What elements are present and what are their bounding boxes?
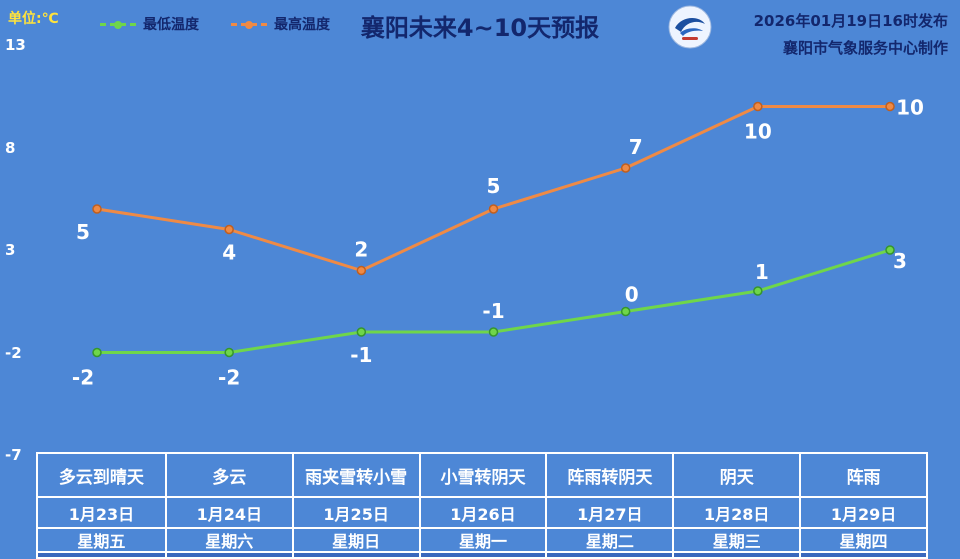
forecast-table: 多云到晴天 多云 雨夹雪转小雪 小雪转阴天 阵雨转阴天 阴天 阵雨 1月23日 1月24日 1月2… — [36, 452, 928, 559]
max-temp-label: 5 — [76, 220, 90, 244]
table-cell-date: 1月27日 — [545, 496, 673, 527]
min-temp-point — [753, 286, 763, 296]
min-temp-legend-dot-icon — [114, 20, 122, 29]
min-temp-point — [885, 245, 895, 255]
chart-legend: 最低温度 最高温度 — [100, 14, 330, 34]
table-cell-date: 1月24日 — [164, 496, 292, 527]
issue-info: 2026年01月19日16时发布 襄阳市气象服务中心制作 — [754, 8, 948, 62]
table-footer-cell — [799, 551, 926, 557]
max-temp-point — [620, 163, 631, 173]
legend-item-max: 最高温度 — [231, 14, 330, 34]
table-cell-date: 1月26日 — [418, 496, 546, 527]
producer: 襄阳市气象服务中心制作 — [782, 39, 948, 57]
table-cell-condition: 雨夹雪转小雪 — [291, 454, 419, 496]
max-temp-label: 5 — [487, 174, 501, 198]
table-cell-weekday: 星期日 — [291, 527, 419, 551]
weather-bureau-logo-icon — [668, 5, 712, 49]
table-cell-weekday: 星期三 — [672, 527, 800, 551]
max-temp-label: 2 — [354, 238, 368, 262]
min-temp-label: 1 — [755, 260, 769, 284]
min-temp-point — [224, 347, 234, 358]
max-temp-point — [885, 101, 895, 112]
max-temp-point — [92, 204, 102, 214]
max-temp-legend-dot-icon — [245, 20, 253, 29]
min-temp-label: -1 — [482, 299, 504, 323]
table-cell-condition: 阴天 — [672, 454, 799, 496]
table-cell-date: 1月23日 — [38, 496, 165, 527]
issue-time: 2026年01月19日16时发布 — [753, 12, 948, 30]
min-temp-label: 3 — [893, 249, 907, 273]
table-cell-weekday: 星期二 — [545, 527, 673, 551]
legend-label-max: 最高温度 — [274, 17, 330, 33]
table-cell-date: 1月29日 — [799, 496, 926, 527]
min-temp-label: -2 — [218, 366, 240, 390]
table-cell-condition: 多云到晴天 — [58, 467, 144, 488]
table-cell-condition: 小雪转阴天 — [418, 454, 546, 496]
table-cell-date: 1月25日 — [291, 496, 419, 527]
unit-label: 单位:℃ — [8, 11, 59, 27]
table-cell-weekday: 星期一 — [418, 527, 546, 551]
y-axis-tick: 13 — [5, 36, 26, 54]
table-footer-cell — [418, 551, 546, 557]
y-axis-tick: -7 — [5, 446, 22, 464]
table-cell-condition: 多云 — [164, 454, 292, 496]
max-temp-point — [356, 265, 367, 276]
table-footer-cell — [545, 551, 673, 557]
min-temp-label: -1 — [350, 343, 372, 367]
min-temp-label: -2 — [72, 366, 94, 390]
max-temp-point — [224, 224, 234, 235]
legend-label-min: 最低温度 — [143, 17, 199, 33]
min-temp-point — [92, 347, 102, 358]
page-title: 襄阳未来4~10天预报 — [360, 14, 600, 42]
y-axis: 13 8 3 -2 -7 — [0, 0, 40, 559]
table-cell-weekday: 星期四 — [799, 527, 926, 551]
max-temp-label: 7 — [629, 135, 643, 159]
max-temp-label: 10 — [896, 96, 924, 120]
min-temp-point — [620, 306, 631, 317]
legend-item-min: 最低温度 — [100, 14, 199, 34]
table-footer-cell — [38, 551, 165, 557]
table-footer-cell — [672, 551, 800, 557]
table-cell-weekday: 星期六 — [164, 527, 292, 551]
max-temp-label: 10 — [744, 120, 772, 144]
max-temp-point — [753, 101, 763, 112]
table-footer-cell — [291, 551, 419, 557]
min-temp-legend-line-icon — [100, 20, 136, 29]
min-temp-point — [488, 327, 499, 337]
min-temp-point — [356, 327, 367, 337]
table-cell-condition: 阵雨 — [799, 454, 926, 496]
max-temp-legend-line-icon — [231, 20, 267, 29]
max-temp-point — [488, 204, 499, 214]
table-cell-date: 1月28日 — [672, 496, 800, 527]
max-temp-label: 4 — [222, 241, 236, 265]
y-axis-tick: 3 — [5, 241, 16, 259]
y-axis-tick: -2 — [5, 343, 22, 362]
table-footer-cell — [164, 551, 292, 557]
table-cell-condition: 阵雨转阴天 — [545, 454, 672, 496]
table-cell-weekday: 星期五 — [38, 527, 165, 551]
y-axis-tick: 8 — [5, 138, 16, 157]
min-temp-label: 0 — [625, 283, 639, 307]
